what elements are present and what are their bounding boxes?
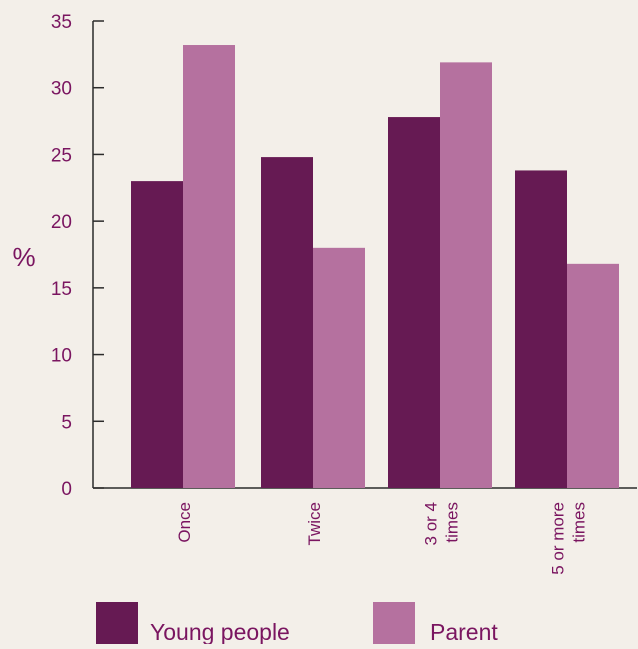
x-tick-label-line: 5 or more <box>549 502 568 575</box>
y-tick-label: 15 <box>51 279 72 300</box>
y-tick-label: 0 <box>61 479 72 500</box>
x-tick-label-line: times <box>570 502 589 543</box>
bars <box>131 45 619 489</box>
x-tick-label: 5 or more times <box>549 502 589 575</box>
y-tick-label: 10 <box>51 346 72 367</box>
bar-parent <box>440 62 492 489</box>
bar-young-people <box>515 170 567 488</box>
legend-swatch <box>373 602 415 644</box>
y-tick-label: 35 <box>51 12 72 33</box>
x-tick-label-line: times <box>443 502 462 543</box>
x-tick-label-line: Twice <box>305 502 324 545</box>
x-tick-label: 3 or 4 times <box>422 502 462 545</box>
legend-swatch <box>96 602 138 644</box>
legend-label: Young people <box>150 619 290 644</box>
x-tick-label: Once <box>175 502 194 543</box>
bar-parent <box>183 45 235 488</box>
y-axis: 0 5 10 15 20 25 30 35 <box>51 12 104 500</box>
x-tick-label-line: 3 or 4 <box>422 502 441 545</box>
y-tick-label: 25 <box>51 145 72 166</box>
legend-label: Parent <box>430 619 498 644</box>
y-axis-label: % <box>12 242 35 272</box>
bar-parent <box>567 263 619 488</box>
y-tick-label: 5 <box>61 412 72 433</box>
x-tick-labels: Once Twice 3 or 4 times 5 or more times <box>175 502 589 575</box>
x-tick-label: Twice <box>305 502 324 545</box>
bar-parent <box>313 247 365 488</box>
y-tick-label: 20 <box>51 212 72 233</box>
bar-young-people <box>131 181 183 488</box>
y-tick-label: 30 <box>51 79 72 100</box>
bar-young-people <box>388 117 440 488</box>
x-tick-label-line: Once <box>175 502 194 543</box>
legend: Young people Parent <box>96 602 498 645</box>
bar-young-people <box>261 157 313 488</box>
